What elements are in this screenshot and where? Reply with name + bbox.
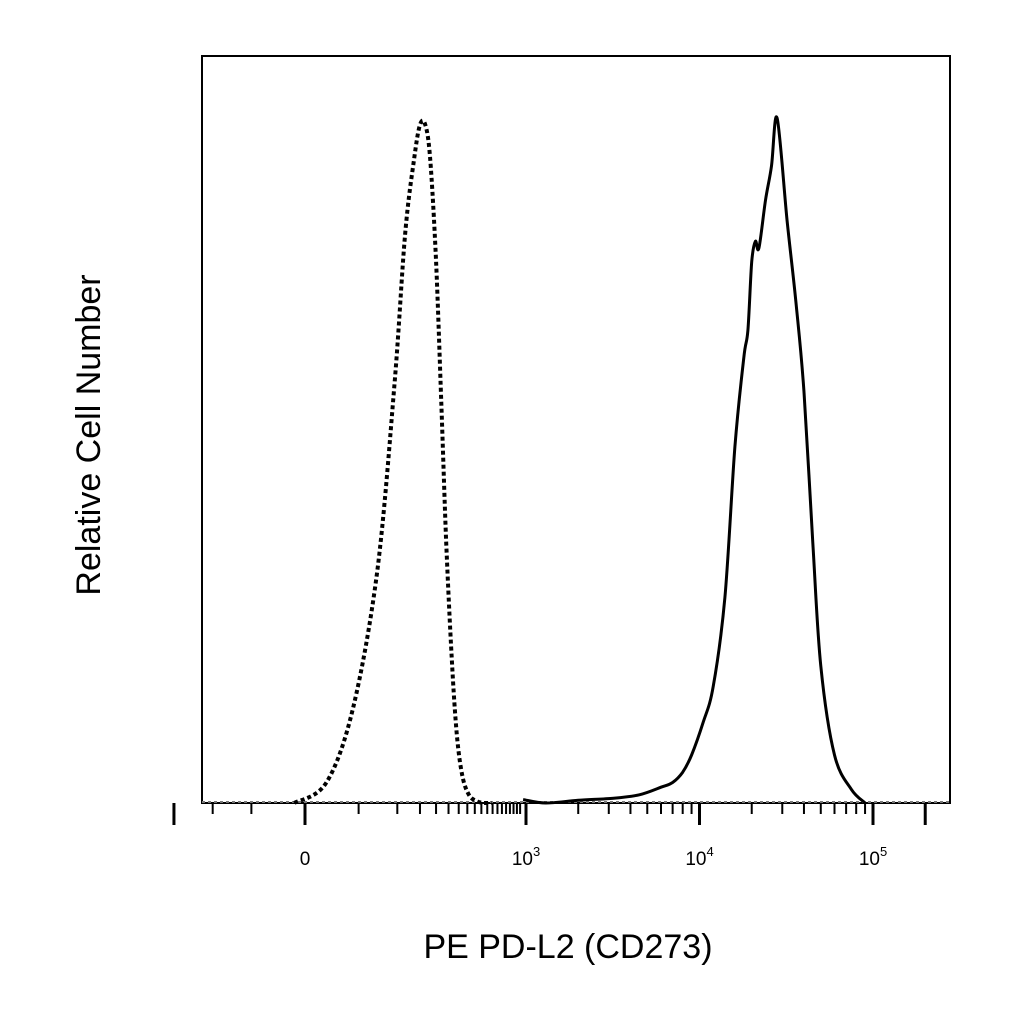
minor-ticks [211, 803, 927, 814]
y-axis-title: Relative Cell Number [70, 274, 108, 595]
x-tick-label: 0 [300, 849, 311, 870]
series-stained-solid [522, 115, 867, 805]
major-ticks [172, 803, 927, 825]
plot-frame [201, 55, 951, 804]
x-tick-label: 103 [512, 844, 540, 870]
series-layer [202, 115, 950, 805]
x-axis-title: PE PD-L2 (CD273) [423, 928, 712, 966]
x-tick-label: 104 [685, 844, 713, 870]
series-control-dotted [293, 118, 492, 805]
x-tick-label: 105 [859, 844, 887, 870]
tick-labels: 0 103 104 105 [300, 844, 887, 870]
